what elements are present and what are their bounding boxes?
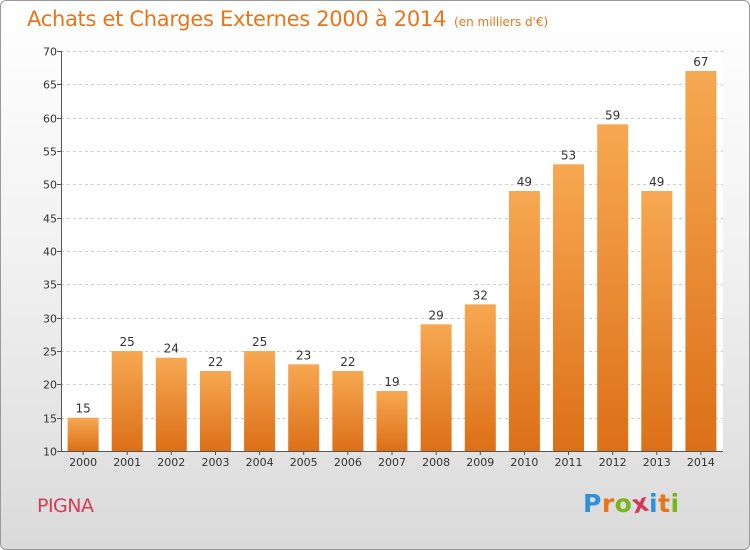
value-label: 25: [120, 335, 135, 349]
logo-letter: t: [658, 489, 671, 518]
bar-2000: [67, 417, 99, 451]
bar-2002: [155, 357, 187, 451]
bar-2003: [200, 371, 231, 451]
bar-2013: [641, 191, 673, 451]
bar-2009: [464, 304, 496, 451]
x-tick-label: 2008: [422, 456, 450, 469]
y-tick-label: 40: [43, 246, 57, 259]
bars: [67, 71, 717, 452]
y-tick-label: 20: [43, 379, 57, 392]
bar-2006: [332, 371, 364, 451]
x-tick-label: 2004: [246, 456, 274, 469]
value-label: 23: [296, 348, 311, 362]
y-tick-label: 15: [43, 413, 57, 426]
logo-letter: r: [601, 489, 615, 518]
y-tick-label: 35: [43, 279, 57, 292]
logo-letter: P: [583, 489, 602, 518]
x-tick-label: 2013: [643, 456, 671, 469]
value-label: 22: [208, 355, 223, 369]
x-tick-label: 2005: [290, 456, 318, 469]
chart-subtitle: (en milliers d'€): [454, 15, 549, 29]
y-tick-label: 10: [43, 446, 57, 459]
x-tick-label: 2014: [687, 456, 715, 469]
value-label: 15: [75, 402, 90, 416]
x-tick-label: 2002: [157, 456, 185, 469]
x-tick-label: 2007: [378, 456, 406, 469]
y-tick-label: 45: [43, 213, 57, 226]
x-tick-label: 2010: [510, 456, 538, 469]
x-tick-label: 2006: [334, 456, 362, 469]
value-labels: 15 25 24 22 25 23 22 19 29 32 49 53 59 49 67: [75, 55, 708, 416]
value-label: 59: [605, 108, 620, 122]
x-tick-label: 2003: [202, 456, 230, 469]
x-tick-label: 2009: [466, 456, 494, 469]
y-tick-label: 30: [43, 313, 57, 326]
bar-2007: [376, 391, 408, 451]
y-tick-label: 25: [43, 346, 57, 359]
commune-name: PIGNA: [37, 495, 94, 517]
proxiti-logo[interactable]: Proxiti: [583, 488, 680, 520]
x-tick-label: 2001: [113, 456, 141, 469]
logo-letter: i: [649, 489, 659, 518]
title-text: Achats et Charges Externes 2000 à 2014: [27, 7, 447, 31]
bar-2004: [244, 351, 276, 451]
y-tick-label: 70: [43, 46, 57, 59]
logo-letter: i: [670, 489, 680, 518]
y-tick-label: 55: [43, 146, 57, 159]
bar-2005: [288, 364, 320, 451]
value-label: 32: [473, 288, 488, 302]
bar-2011: [553, 164, 584, 452]
y-axis-labels: 10 15 20 25 30 35 40 45 50 55 60 65 70: [43, 46, 61, 459]
value-label: 29: [428, 308, 443, 322]
x-tick-label: 2011: [555, 456, 583, 469]
x-axis-labels: 2000 2001 2002 2003 2004 2005 2006 2007 2008 2009…: [69, 451, 715, 469]
logo-letter: o: [614, 489, 633, 518]
value-label: 24: [164, 342, 179, 356]
y-tick-label: 50: [43, 179, 57, 192]
value-label: 25: [252, 335, 267, 349]
x-tick-label: 2000: [69, 456, 97, 469]
y-tick-label: 60: [43, 113, 57, 126]
bar-2014: [685, 71, 717, 451]
value-label: 49: [649, 175, 664, 189]
bar-2008: [420, 324, 452, 451]
value-label: 22: [340, 355, 355, 369]
value-label: 53: [561, 148, 576, 162]
y-tick-label: 65: [43, 79, 57, 92]
value-label: 19: [384, 375, 399, 389]
chart-title: Achats et Charges Externes 2000 à 2014 (e…: [27, 7, 548, 31]
bar-2001: [111, 351, 143, 451]
bar-2010: [508, 191, 540, 451]
x-tick-label: 2012: [599, 456, 627, 469]
value-label: 67: [693, 55, 708, 69]
bar-2012: [597, 124, 629, 452]
value-label: 49: [517, 175, 532, 189]
